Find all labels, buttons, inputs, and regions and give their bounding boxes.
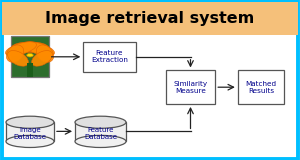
Text: Feature
Extraction: Feature Extraction bbox=[91, 50, 128, 63]
Text: Matched
Results: Matched Results bbox=[245, 81, 277, 94]
Ellipse shape bbox=[23, 42, 55, 56]
FancyBboxPatch shape bbox=[238, 70, 284, 104]
FancyBboxPatch shape bbox=[11, 36, 49, 77]
Ellipse shape bbox=[6, 116, 54, 128]
Ellipse shape bbox=[6, 135, 54, 148]
Ellipse shape bbox=[32, 51, 52, 66]
FancyBboxPatch shape bbox=[2, 1, 298, 159]
FancyBboxPatch shape bbox=[75, 122, 126, 141]
Text: Feature
Database: Feature Database bbox=[84, 127, 117, 140]
Text: Image retrieval system: Image retrieval system bbox=[45, 11, 255, 26]
Ellipse shape bbox=[6, 45, 24, 62]
FancyBboxPatch shape bbox=[166, 70, 215, 104]
FancyBboxPatch shape bbox=[27, 63, 33, 77]
FancyBboxPatch shape bbox=[2, 2, 298, 35]
Ellipse shape bbox=[75, 116, 126, 128]
FancyBboxPatch shape bbox=[6, 122, 54, 141]
Ellipse shape bbox=[36, 45, 54, 62]
Ellipse shape bbox=[8, 51, 29, 66]
Ellipse shape bbox=[75, 135, 126, 148]
Ellipse shape bbox=[27, 53, 33, 57]
Text: Image
Database: Image Database bbox=[14, 127, 46, 140]
FancyBboxPatch shape bbox=[83, 42, 136, 72]
Text: Similarity
Measure: Similarity Measure bbox=[173, 81, 208, 94]
Ellipse shape bbox=[5, 42, 37, 56]
Ellipse shape bbox=[12, 42, 48, 52]
